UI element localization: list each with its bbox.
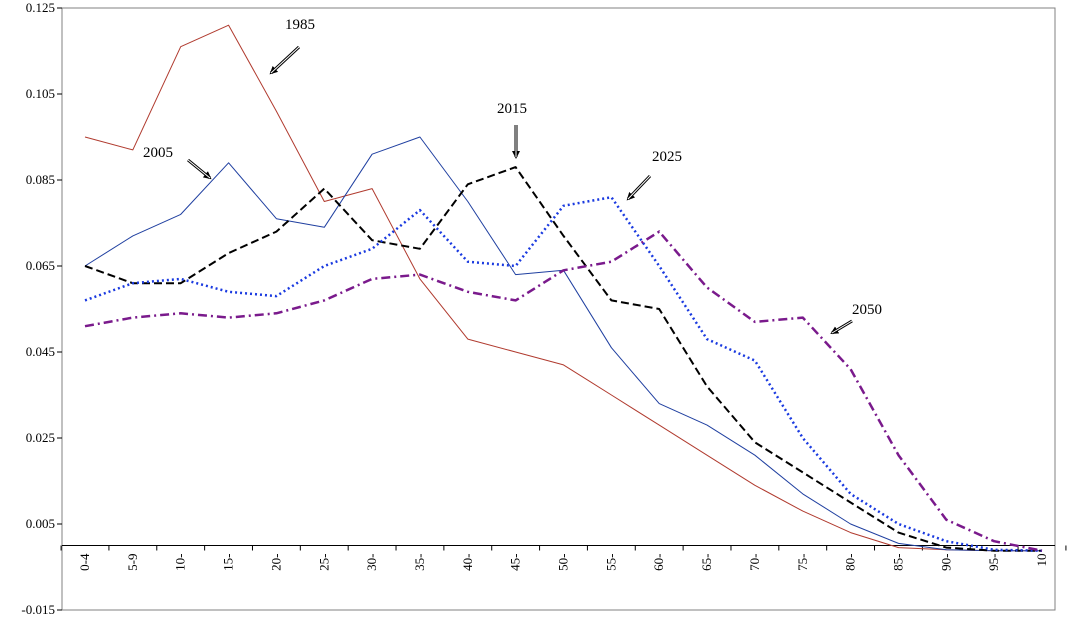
x-tick-label: 95- — [986, 554, 1001, 571]
annotation-2005: 2005 — [143, 145, 212, 180]
x-tick-label: 45- — [508, 554, 523, 571]
y-axis-ticks: 0.125 0.105 0.085 0.065 0.045 0.025 0.005 -0.01… — [21, 0, 62, 617]
x-tick-label: 80- — [843, 554, 858, 571]
x-tick-label: 35- — [412, 554, 427, 571]
y-tick-label: 0.045 — [26, 344, 55, 359]
x-tick-label: 70- — [747, 554, 762, 571]
x-tick-label: 15- — [221, 554, 236, 571]
y-tick-label: -0.015 — [21, 602, 55, 617]
annotation-1985: 1985 — [269, 17, 315, 75]
x-tick-label: 20- — [268, 554, 283, 571]
series-line-2050 — [84, 230, 1043, 552]
x-tick-label: 10- — [173, 554, 188, 571]
annotations: 1985 2005 2015 2025 2050 — [143, 17, 882, 335]
annotation-arrow-inner — [270, 46, 300, 74]
x-tick-label: 65- — [699, 554, 714, 571]
x-tick-label: 85- — [890, 554, 905, 571]
annotation-2050: 2050 — [830, 302, 882, 335]
annotation-label: 2015 — [497, 101, 527, 117]
x-tick-label: 40- — [460, 554, 475, 571]
y-tick-label: 0.005 — [26, 516, 55, 531]
x-tick-label: 50- — [556, 554, 571, 571]
annotation-arrow-inner — [831, 320, 853, 334]
x-tick-label: 60- — [651, 554, 666, 571]
series-line-2005 — [84, 136, 1042, 552]
x-tick-label: 55- — [603, 554, 618, 571]
annotation-2025: 2025 — [626, 149, 682, 201]
axes — [61, 7, 1056, 611]
annotation-label: 1985 — [285, 17, 315, 33]
x-axis-ticks: 0-4 5-9 10- 15- 20- 25- 30- 35- 40- 45- 50- 55- 60- 6… — [60, 545, 1067, 571]
x-tick-label: 30- — [364, 554, 379, 571]
annotation-label: 2005 — [143, 145, 173, 161]
plot-area-border — [61, 7, 1056, 611]
annotation-label: 2050 — [852, 302, 882, 318]
x-tick-label: 75- — [795, 554, 810, 571]
x-tick-label: 90- — [938, 554, 953, 571]
series-line-2015 — [84, 166, 1042, 552]
annotation-arrow-inner — [627, 175, 651, 200]
series-line-1985 — [84, 24, 1042, 552]
series-line-2025 — [84, 195, 1043, 552]
series-lines — [84, 24, 1043, 552]
annotation-label: 2025 — [652, 149, 682, 165]
y-tick-label: 0.125 — [26, 0, 55, 15]
annotation-2015: 2015 — [497, 101, 527, 159]
x-tick-label: 10 — [1034, 554, 1049, 567]
x-tick-label: 0-4 — [77, 553, 92, 571]
y-tick-label: 0.085 — [26, 172, 55, 187]
y-tick-label: 0.025 — [26, 430, 55, 445]
x-tick-label: 25- — [316, 554, 331, 571]
y-tick-label: 0.105 — [26, 86, 55, 101]
x-tick-label: 5-9 — [125, 554, 140, 571]
annotation-arrow-inner — [187, 159, 211, 179]
y-tick-label: 0.065 — [26, 258, 55, 273]
